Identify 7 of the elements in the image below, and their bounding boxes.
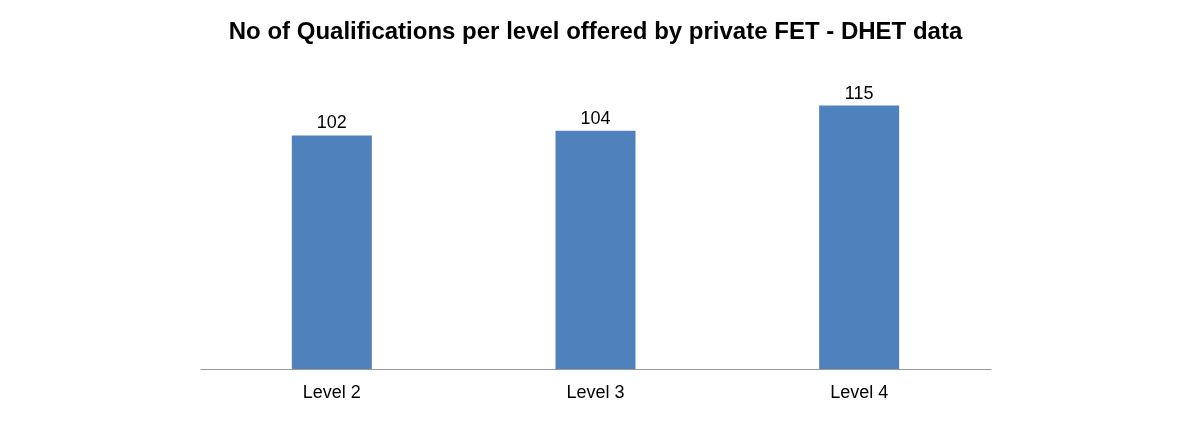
x-tick-label: Level 3 — [566, 381, 625, 402]
x-tick-label: Level 4 — [830, 381, 889, 402]
data-label: 102 — [316, 112, 347, 133]
data-label: 115 — [844, 82, 874, 103]
chart-title: No of Qualifications per level offered by private FET - DHET data — [228, 17, 963, 44]
x-tick-label: Level 2 — [302, 381, 361, 402]
data-label: 104 — [580, 107, 611, 128]
